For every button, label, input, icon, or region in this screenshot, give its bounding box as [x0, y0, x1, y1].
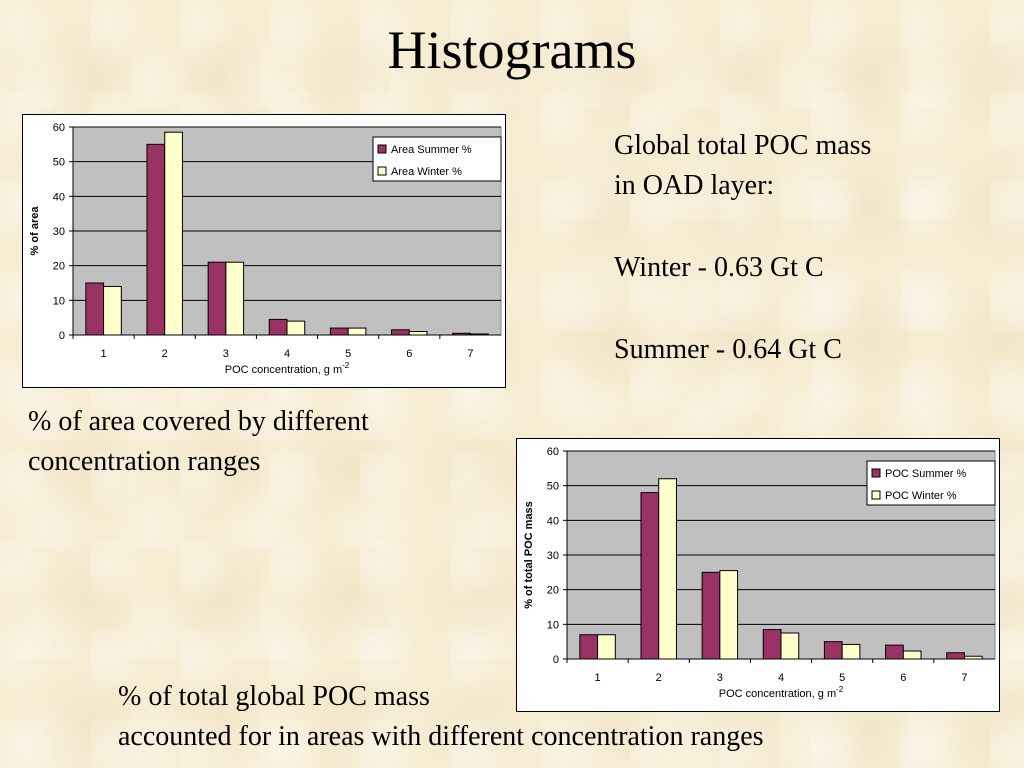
mass-chart-y-tick-label: 60	[547, 446, 559, 458]
area-chart-x-tick-label: 6	[406, 348, 412, 360]
area-chart-bar-summer	[85, 282, 105, 336]
area-chart-bar-winter	[469, 333, 489, 336]
area-chart-x-tick-label: 5	[345, 348, 351, 360]
area-chart-bar-summer	[452, 332, 471, 336]
mass-chart-bar-winter	[963, 655, 983, 660]
mass-chart-caption: % of total global POC mass accounted for…	[118, 677, 1018, 757]
mass-chart-bar-summer	[823, 641, 843, 660]
area-chart-y-axis-label: % of area	[29, 206, 41, 256]
area-chart-bar-summer	[268, 318, 288, 336]
area-chart-caption: % of area covered by different concentra…	[28, 406, 369, 477]
area-chart-y-tick-label: 50	[53, 157, 65, 169]
mass-histogram-chart: 0 10 20 30 40 50 60 1 2 3 4 5 6 7 POC concentration, g…	[516, 438, 1000, 712]
mass-chart-bar-winter	[902, 650, 922, 660]
mass-caption-line-2: accounted for in areas with different co…	[118, 721, 764, 752]
area-chart-y-tick-label: 20	[53, 261, 65, 273]
mass-chart-x-tick-label: 3	[717, 672, 723, 684]
area-chart-y-tick-label: 10	[53, 295, 65, 307]
area-histogram-chart: 0 10 20 30 40 50 60 1 2 3 4 5 6 7 POC concentration, g…	[22, 114, 506, 388]
area-chart-y-tick-label: 30	[53, 226, 65, 238]
notes-summer: Summer - 0.64 Gt C	[614, 334, 842, 365]
area-chart-legend-swatch-winter	[377, 166, 387, 176]
mass-chart-y-tick-label: 50	[547, 481, 559, 493]
area-chart-bar-winter	[164, 131, 183, 336]
notes-line-2: in OAD layer:	[614, 170, 775, 201]
area-chart-bar-summer	[207, 261, 227, 336]
mass-chart-x-tick-label: 6	[900, 672, 906, 684]
area-chart-legend-label-summer: Area Summer %	[391, 144, 472, 156]
mass-chart-legend-label-winter: POC Winter %	[885, 490, 957, 502]
area-chart-bar-summer	[146, 143, 166, 336]
area-chart-bar-winter	[286, 320, 306, 336]
area-chart-legend-label-winter: Area Winter %	[391, 166, 462, 178]
mass-chart-legend	[866, 460, 996, 506]
mass-chart-x-tick-label: 5	[839, 672, 845, 684]
mass-chart-y-axis-label: % of total POC mass	[523, 501, 535, 609]
mass-chart-y-tick-label: 40	[547, 515, 559, 527]
mass-chart-y-tick-label: 20	[547, 585, 559, 597]
mass-chart-x-tick-label: 4	[778, 672, 784, 684]
area-chart-legend-swatch-summer	[377, 144, 387, 154]
notes-winter: Winter - 0.63 Gt C	[614, 252, 824, 283]
mass-chart-x-tick-label: 1	[595, 672, 601, 684]
mass-chart-bar-summer	[946, 652, 965, 660]
mass-chart-y-tick-label: 0	[553, 654, 559, 666]
area-chart-bar-winter	[103, 285, 122, 336]
mass-chart-legend-swatch-winter	[871, 490, 881, 500]
area-chart-x-tick-label: 4	[284, 348, 290, 360]
mass-chart-x-tick-label: 2	[656, 672, 662, 684]
area-chart-y-tick-label: 40	[53, 191, 65, 203]
area-chart-x-tick-label: 7	[467, 348, 473, 360]
notes-gap-2	[614, 288, 1014, 330]
area-chart-bar-summer	[391, 329, 410, 336]
mass-chart-bar-summer	[762, 629, 782, 660]
mass-histogram-svg: 0 10 20 30 40 50 60 1 2 3 4 5 6 7 POC concentration, g…	[523, 446, 996, 700]
slide-title: Histograms	[387, 20, 637, 80]
mass-chart-bar-winter	[658, 478, 677, 660]
area-chart-y-tick-label: 60	[53, 122, 65, 134]
area-chart-x-tick-label: 1	[101, 348, 107, 360]
mass-caption-line-1: % of total global POC mass	[118, 681, 430, 712]
mass-chart-bar-winter	[719, 570, 739, 660]
area-chart-y-tick-label: 0	[59, 330, 65, 342]
area-chart-x-axis-label: POC concentration, g m-2	[225, 361, 350, 376]
area-chart-bar-winter	[225, 261, 245, 336]
mass-chart-bar-summer	[579, 634, 599, 660]
mass-chart-legend-swatch-summer	[871, 468, 881, 478]
area-chart-bar-summer	[329, 327, 349, 336]
mass-chart-bar-summer	[701, 571, 721, 660]
area-chart-bar-winter	[347, 327, 367, 336]
area-chart-x-tick-label: 2	[162, 348, 168, 360]
area-chart-x-tick-label: 3	[223, 348, 229, 360]
mass-chart-x-axis-label: POC concentration, g m-2	[719, 685, 844, 700]
area-chart-bar-winter	[408, 331, 428, 336]
notes-line-1: Global total POC mass	[614, 130, 872, 161]
mass-chart-x-tick-label: 7	[961, 672, 967, 684]
mass-chart-y-tick-label: 30	[547, 550, 559, 562]
area-histogram-svg: 0 10 20 30 40 50 60 1 2 3 4 5 6 7 POC concentration, g…	[29, 122, 502, 376]
notes-gap-1	[614, 206, 1014, 248]
mass-chart-legend-label-summer: POC Summer %	[885, 468, 967, 480]
mass-chart-bar-winter	[841, 643, 861, 660]
mass-chart-bar-summer	[885, 644, 904, 660]
mass-chart-bar-summer	[640, 492, 660, 660]
area-chart-legend	[372, 136, 502, 182]
mass-chart-bar-winter	[597, 634, 616, 660]
poc-mass-notes: Global total POC mass in OAD layer: Wint…	[614, 126, 1014, 370]
mass-chart-bar-winter	[780, 632, 800, 660]
mass-chart-y-tick-label: 10	[547, 619, 559, 631]
